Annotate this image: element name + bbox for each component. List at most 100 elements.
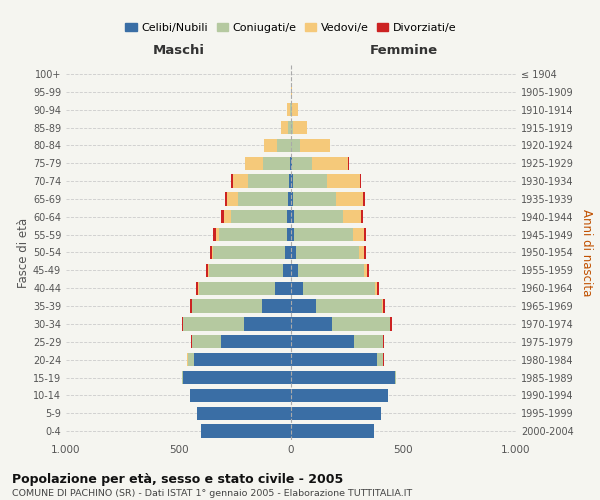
Bar: [198, 282, 199, 295]
Bar: [361, 210, 364, 224]
Bar: [291, 300, 316, 313]
Y-axis label: Anni di nascita: Anni di nascita: [580, 209, 593, 296]
Bar: [293, 192, 336, 205]
Bar: [209, 264, 283, 277]
Bar: [219, 228, 287, 241]
Bar: [364, 264, 367, 277]
Bar: [287, 210, 291, 224]
Bar: [248, 174, 289, 188]
Bar: [289, 174, 291, 188]
Bar: [221, 210, 224, 224]
Bar: [208, 264, 209, 277]
Bar: [245, 156, 263, 170]
Bar: [291, 424, 374, 438]
Bar: [214, 228, 215, 241]
Bar: [291, 192, 293, 205]
Bar: [383, 300, 385, 313]
Text: Maschi: Maschi: [152, 44, 205, 58]
Bar: [290, 156, 291, 170]
Bar: [364, 228, 367, 241]
Bar: [230, 210, 287, 224]
Bar: [291, 335, 354, 348]
Bar: [263, 156, 290, 170]
Bar: [291, 264, 298, 277]
Bar: [377, 282, 379, 295]
Bar: [244, 317, 291, 330]
Bar: [377, 353, 383, 366]
Bar: [353, 228, 364, 241]
Bar: [192, 300, 262, 313]
Legend: Celibi/Nubili, Coniugati/e, Vedovi/e, Divorziati/e: Celibi/Nubili, Coniugati/e, Vedovi/e, Di…: [121, 18, 461, 37]
Bar: [287, 103, 290, 117]
Bar: [215, 228, 219, 241]
Bar: [275, 282, 291, 295]
Bar: [291, 388, 388, 402]
Bar: [224, 210, 230, 224]
Bar: [313, 156, 349, 170]
Bar: [291, 85, 292, 98]
Bar: [291, 317, 331, 330]
Bar: [293, 174, 326, 188]
Bar: [382, 300, 383, 313]
Bar: [183, 371, 291, 384]
Bar: [359, 246, 364, 259]
Bar: [367, 264, 369, 277]
Bar: [190, 388, 291, 402]
Bar: [221, 335, 291, 348]
Bar: [224, 192, 227, 205]
Bar: [376, 282, 377, 295]
Bar: [316, 300, 382, 313]
Text: Popolazione per età, sesso e stato civile - 2005: Popolazione per età, sesso e stato civil…: [12, 472, 343, 486]
Bar: [227, 192, 238, 205]
Bar: [262, 300, 291, 313]
Bar: [205, 264, 208, 277]
Bar: [296, 246, 359, 259]
Bar: [199, 282, 275, 295]
Y-axis label: Fasce di età: Fasce di età: [17, 218, 30, 288]
Bar: [291, 156, 292, 170]
Bar: [326, 174, 360, 188]
Bar: [291, 228, 295, 241]
Bar: [291, 210, 294, 224]
Bar: [190, 300, 191, 313]
Bar: [331, 317, 390, 330]
Bar: [292, 138, 301, 152]
Bar: [287, 121, 291, 134]
Bar: [295, 228, 353, 241]
Bar: [277, 138, 290, 152]
Bar: [291, 406, 381, 420]
Bar: [286, 246, 291, 259]
Bar: [291, 353, 377, 366]
Bar: [187, 353, 194, 366]
Bar: [191, 335, 192, 348]
Bar: [201, 424, 291, 438]
Bar: [291, 371, 395, 384]
Bar: [287, 228, 291, 241]
Bar: [336, 192, 363, 205]
Bar: [291, 282, 304, 295]
Bar: [233, 174, 248, 188]
Bar: [263, 138, 277, 152]
Bar: [232, 174, 233, 188]
Bar: [210, 246, 212, 259]
Bar: [343, 210, 361, 224]
Bar: [194, 353, 291, 366]
Bar: [292, 103, 298, 117]
Bar: [182, 317, 183, 330]
Bar: [301, 138, 330, 152]
Bar: [281, 121, 287, 134]
Bar: [290, 103, 291, 117]
Bar: [363, 192, 365, 205]
Bar: [354, 335, 383, 348]
Bar: [238, 192, 287, 205]
Text: COMUNE DI PACHINO (SR) - Dati ISTAT 1° gennaio 2005 - Elaborazione TUTTITALIA.IT: COMUNE DI PACHINO (SR) - Dati ISTAT 1° g…: [12, 489, 412, 498]
Bar: [360, 174, 361, 188]
Bar: [212, 246, 214, 259]
Bar: [283, 264, 291, 277]
Bar: [298, 264, 364, 277]
Bar: [304, 282, 376, 295]
Bar: [391, 317, 392, 330]
Bar: [197, 406, 291, 420]
Bar: [291, 174, 293, 188]
Bar: [293, 121, 307, 134]
